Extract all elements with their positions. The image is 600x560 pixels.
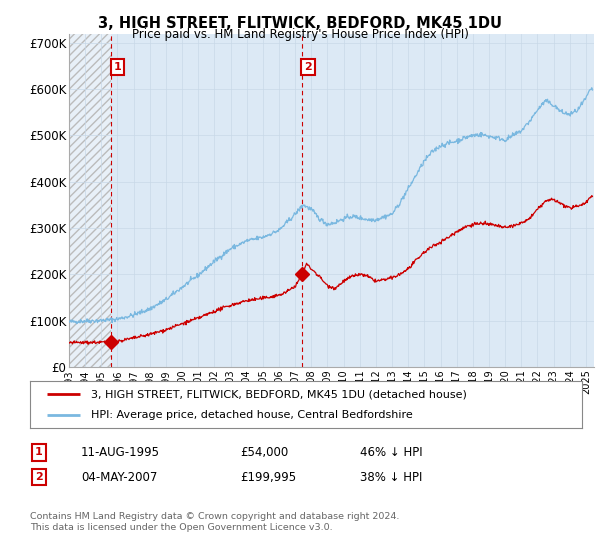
Bar — [69, 34, 111, 367]
Text: 04-MAY-2007: 04-MAY-2007 — [81, 470, 157, 484]
Text: 3, HIGH STREET, FLITWICK, BEDFORD, MK45 1DU (detached house): 3, HIGH STREET, FLITWICK, BEDFORD, MK45 … — [91, 389, 467, 399]
Text: HPI: Average price, detached house, Central Bedfordshire: HPI: Average price, detached house, Cent… — [91, 410, 412, 420]
Text: Price paid vs. HM Land Registry's House Price Index (HPI): Price paid vs. HM Land Registry's House … — [131, 28, 469, 41]
Bar — [69, 34, 111, 367]
Text: 2: 2 — [35, 472, 43, 482]
Text: 2: 2 — [304, 62, 312, 72]
Text: 1: 1 — [113, 62, 121, 72]
Text: £54,000: £54,000 — [240, 446, 288, 459]
Text: 3, HIGH STREET, FLITWICK, BEDFORD, MK45 1DU: 3, HIGH STREET, FLITWICK, BEDFORD, MK45 … — [98, 16, 502, 31]
Text: Contains HM Land Registry data © Crown copyright and database right 2024.
This d: Contains HM Land Registry data © Crown c… — [30, 512, 400, 532]
Text: 46% ↓ HPI: 46% ↓ HPI — [360, 446, 422, 459]
Text: £199,995: £199,995 — [240, 470, 296, 484]
Text: 11-AUG-1995: 11-AUG-1995 — [81, 446, 160, 459]
Text: 1: 1 — [35, 447, 43, 458]
Text: 38% ↓ HPI: 38% ↓ HPI — [360, 470, 422, 484]
